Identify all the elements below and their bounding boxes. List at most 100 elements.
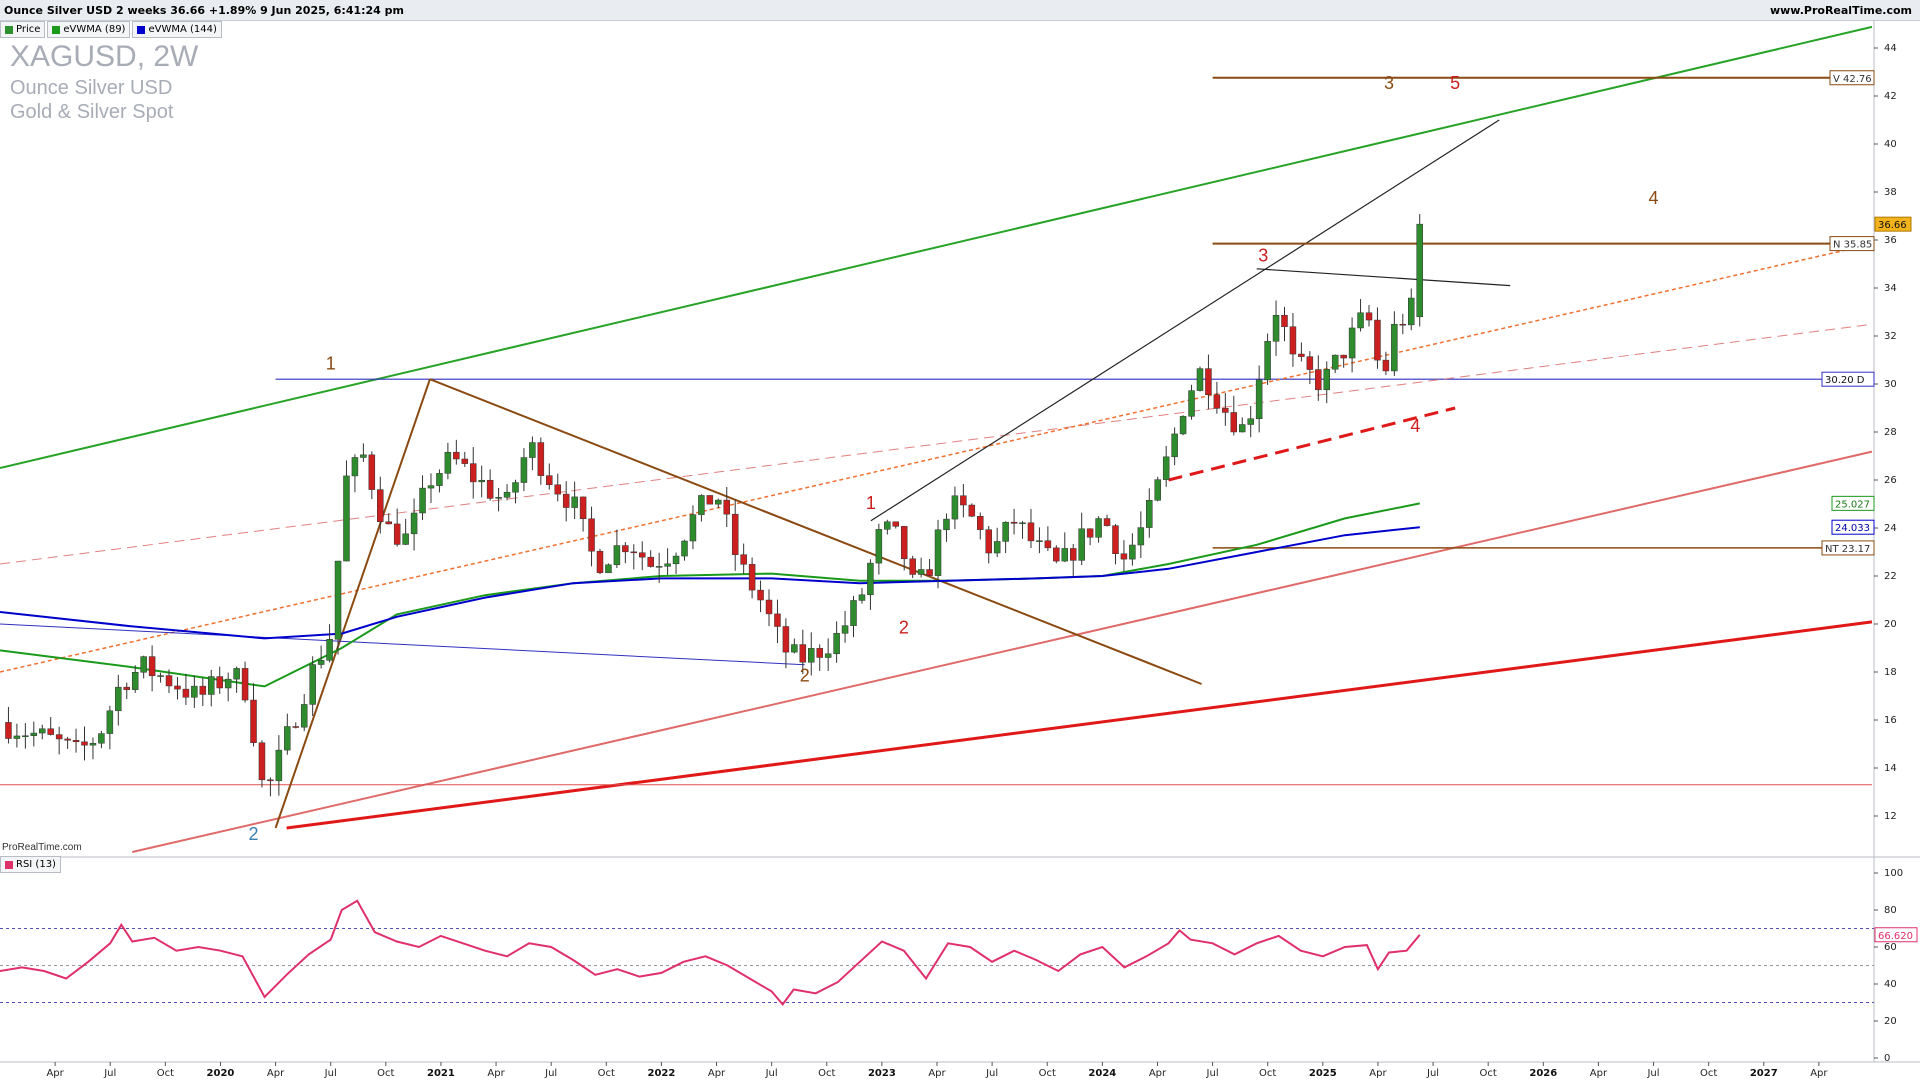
chart-title: Ounce Silver USD 2 weeks 36.66 +1.89% 9 … bbox=[4, 4, 405, 17]
x-tick-label: 2024 bbox=[1088, 1068, 1116, 1079]
candle-down bbox=[638, 552, 646, 558]
candle-down bbox=[486, 479, 494, 499]
candle-up bbox=[512, 482, 519, 493]
candle-down bbox=[199, 685, 207, 695]
candle-down bbox=[740, 554, 747, 565]
candle-down bbox=[292, 726, 300, 728]
site-link[interactable]: www.ProRealTime.com bbox=[1769, 4, 1912, 17]
x-tick-label: Jul bbox=[1646, 1068, 1659, 1079]
candle-up bbox=[410, 512, 418, 535]
x-tick-label: 2020 bbox=[207, 1068, 235, 1079]
y-tick-label: 42 bbox=[1884, 91, 1897, 102]
candle-down bbox=[469, 463, 477, 483]
candle-up bbox=[1408, 297, 1415, 326]
legend-evwma-89[interactable]: eVWMA (89) bbox=[47, 21, 131, 38]
neckline bbox=[1256, 268, 1511, 287]
wave-label: 4 bbox=[1410, 416, 1420, 436]
candle-down bbox=[1112, 525, 1119, 555]
candle-down bbox=[960, 495, 967, 506]
candle-up bbox=[284, 726, 291, 751]
candle-down bbox=[579, 496, 587, 519]
candle-up bbox=[191, 685, 198, 698]
legend-price[interactable]: Price bbox=[0, 21, 46, 38]
candle-down bbox=[385, 521, 392, 525]
candle-up bbox=[1238, 424, 1246, 433]
wave-labels: 1 2 3 4 5 1 2 3 4 2 bbox=[249, 73, 1659, 844]
candle-down bbox=[165, 675, 173, 687]
last-price-label: 36.66 bbox=[1878, 220, 1907, 231]
candle-down bbox=[47, 728, 54, 735]
candle-up bbox=[1188, 390, 1195, 417]
candle-up bbox=[1137, 527, 1145, 546]
evwma144-line bbox=[0, 526, 1420, 640]
price-axis: 12 14 16 18 20 22 24 26 28 30 32 34 36 38 40 42 44 bbox=[1874, 43, 1897, 822]
x-tick-label: Oct bbox=[157, 1068, 174, 1079]
candle-up bbox=[613, 545, 621, 566]
candle-up bbox=[1061, 548, 1069, 562]
candle-up bbox=[343, 475, 350, 562]
y-tick-label: 34 bbox=[1884, 283, 1897, 294]
candle-up bbox=[681, 540, 688, 557]
candle-up bbox=[605, 564, 612, 574]
rsi-value-label: 66.620 bbox=[1878, 931, 1913, 942]
x-tick-label: Apr bbox=[1810, 1068, 1828, 1079]
candle-up bbox=[1146, 500, 1153, 528]
candle-up bbox=[672, 555, 680, 565]
legend-rsi[interactable]: RSI (13) bbox=[0, 856, 61, 873]
candle-down bbox=[1086, 528, 1094, 538]
trend-drawings[interactable] bbox=[0, 25, 1873, 853]
candle-up bbox=[1019, 522, 1026, 525]
candle-up bbox=[824, 653, 832, 658]
rsi-swatch-icon bbox=[5, 860, 13, 869]
price-tag-box bbox=[1821, 540, 1875, 556]
candle-up bbox=[791, 644, 798, 653]
rsi-line bbox=[0, 899, 1421, 1007]
candle-down bbox=[1069, 548, 1077, 561]
candle-down bbox=[892, 521, 900, 527]
x-tick-label: Jul bbox=[1206, 1068, 1219, 1079]
candle-down bbox=[1315, 369, 1322, 391]
candle-up bbox=[157, 675, 164, 677]
candle-up bbox=[1357, 312, 1364, 329]
candle-up bbox=[115, 686, 122, 712]
candle-up bbox=[571, 496, 578, 508]
price-tags: V 42.76 N 35.85 30.20 D 25.027 24.033 NT 23.1… bbox=[1821, 70, 1912, 556]
candle-up bbox=[841, 625, 849, 634]
x-tick-label: Jul bbox=[324, 1068, 337, 1079]
rsi-tick-label: 100 bbox=[1884, 868, 1903, 879]
candle-up bbox=[427, 485, 435, 489]
candle-down bbox=[81, 741, 88, 746]
candle-up bbox=[884, 521, 891, 530]
rsi-tick-label: 20 bbox=[1884, 1016, 1897, 1027]
candle-up bbox=[1196, 368, 1204, 391]
candle-down bbox=[393, 523, 401, 545]
candle-up bbox=[1247, 418, 1254, 425]
price-tag-box bbox=[1829, 236, 1875, 252]
instrument-group: Gold & Silver Spot bbox=[10, 101, 174, 123]
candle-down bbox=[1205, 368, 1212, 395]
rsi-tick-label: 80 bbox=[1884, 905, 1897, 916]
x-tick-label: Apr bbox=[1369, 1068, 1387, 1079]
price-tag-label: V 42.76 bbox=[1833, 74, 1872, 85]
candle-up bbox=[993, 541, 1001, 554]
candle-down bbox=[782, 626, 790, 653]
legend-evwma-144[interactable]: eVWMA (144) bbox=[132, 21, 222, 38]
candle-up bbox=[1171, 433, 1178, 458]
candle-up bbox=[334, 560, 342, 640]
candle-down bbox=[267, 779, 274, 782]
candle-down bbox=[1340, 354, 1347, 359]
candle-up bbox=[140, 656, 147, 673]
x-tick-label: Oct bbox=[818, 1068, 835, 1079]
wave-label: 1 bbox=[866, 493, 876, 513]
candle-up bbox=[833, 633, 840, 655]
brown-wave-line bbox=[274, 378, 431, 829]
candle-up bbox=[1348, 327, 1356, 359]
candle-down bbox=[977, 516, 984, 530]
rsi-pane: 0 20 40 60 80 100 66.620 bbox=[0, 868, 1918, 1064]
candle-up bbox=[22, 735, 29, 737]
x-tick-label: Apr bbox=[1149, 1068, 1167, 1079]
candle-down bbox=[1399, 323, 1407, 326]
candle-down bbox=[148, 656, 156, 677]
orange-dotted-line bbox=[0, 243, 1873, 673]
